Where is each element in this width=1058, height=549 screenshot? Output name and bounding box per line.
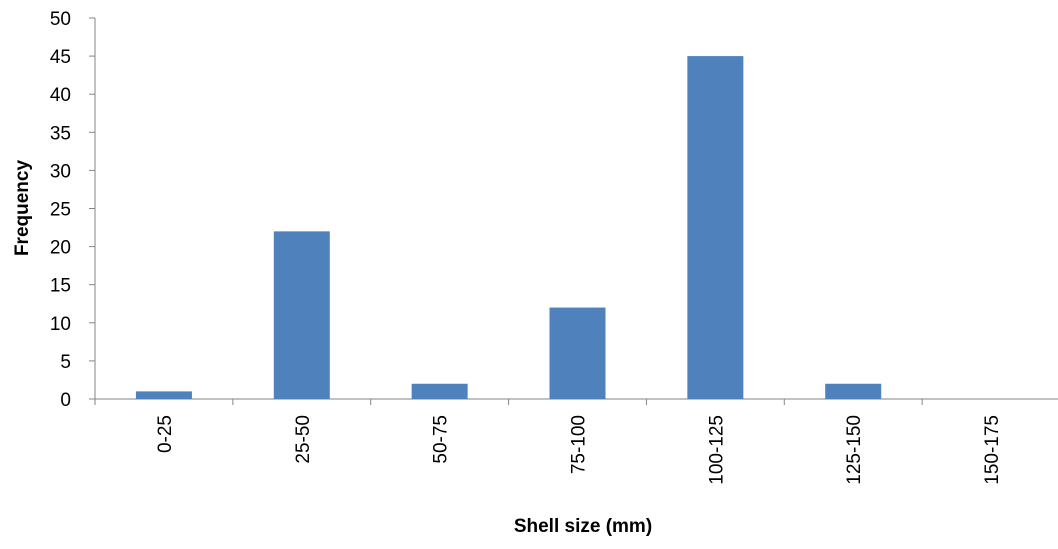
x-tick-label: 125-150 (844, 415, 865, 485)
y-tick-label: 0 (60, 390, 71, 411)
y-axis-title: Frequency (12, 160, 33, 257)
bar (273, 231, 330, 399)
x-tick-label: 50-75 (431, 415, 452, 464)
bar (135, 391, 192, 399)
y-tick-label: 35 (50, 123, 71, 144)
x-tick-label: 0-25 (155, 415, 176, 453)
bar (411, 383, 468, 399)
x-tick-label: 75-100 (569, 415, 590, 474)
x-tick-label: 150-175 (982, 415, 1003, 485)
y-tick-label: 40 (50, 85, 71, 106)
bar (687, 56, 744, 399)
y-tick-label: 15 (50, 276, 71, 297)
y-tick-label: 10 (50, 314, 71, 335)
bars (135, 56, 882, 399)
tick-labels: 0 5 10 15 20 25 30 35 40 45 50 0-25 25-50 50-75 75-100… (50, 9, 1003, 485)
bar (825, 383, 882, 399)
y-tick-label: 30 (50, 161, 71, 182)
y-tick-label: 5 (60, 352, 71, 373)
x-tick-label: 25-50 (293, 415, 314, 464)
y-tick-label: 25 (50, 200, 71, 221)
y-tick-label: 45 (50, 47, 71, 68)
bar (549, 307, 606, 399)
y-tick-label: 20 (50, 238, 71, 259)
x-axis-title: Shell size (mm) (514, 516, 652, 537)
x-tick-label: 100-125 (706, 415, 727, 485)
y-tick-label: 50 (50, 9, 71, 30)
